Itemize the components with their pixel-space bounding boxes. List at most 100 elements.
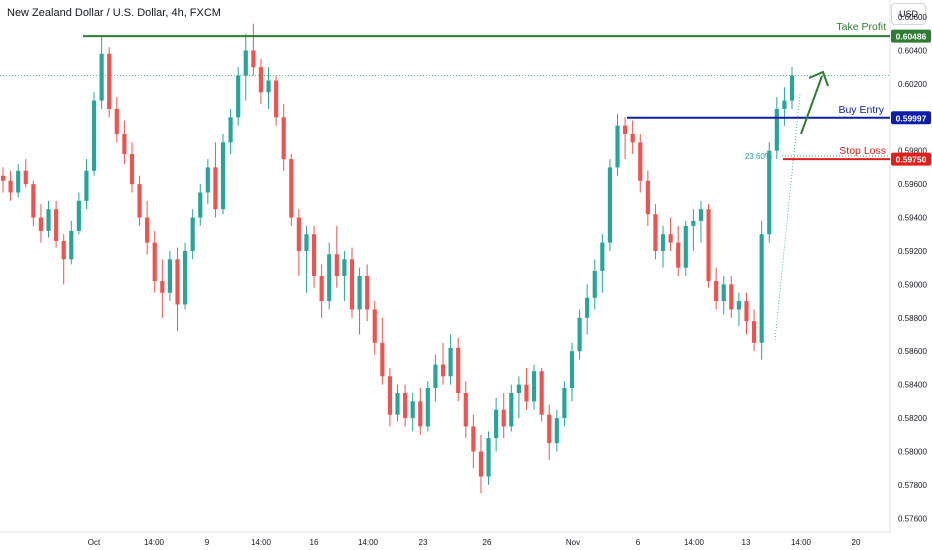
candle-body <box>759 234 764 343</box>
y-tick-label: 0.59200 <box>898 247 927 256</box>
buy-entry-price-text: 0.59997 <box>896 113 927 123</box>
candle-body <box>152 242 157 282</box>
x-tick-label: 9 <box>205 538 210 547</box>
candle-body <box>122 134 127 155</box>
candle-body <box>243 50 248 76</box>
candle-body <box>562 387 567 419</box>
y-tick-label: 0.57600 <box>898 514 927 523</box>
candle-body <box>220 142 226 210</box>
candle-body <box>653 214 658 251</box>
x-tick-label: 26 <box>483 538 492 547</box>
candle-body <box>319 276 324 302</box>
chart-title: New Zealand Dollar / U.S. Dollar, 4h, FX… <box>7 7 221 19</box>
stop-loss-label: Stop Loss <box>839 145 886 157</box>
take-profit-arrow <box>800 70 829 135</box>
candle-body <box>160 281 165 293</box>
y-tick-label: 0.60200 <box>898 80 927 89</box>
y-tick-label: 0.58200 <box>898 414 927 423</box>
candle-body <box>76 200 81 231</box>
y-tick-label: 0.60400 <box>898 46 927 55</box>
y-tick-label: 0.58600 <box>898 347 927 356</box>
y-tick-label: 0.58800 <box>898 314 927 323</box>
x-tick-label: Oct <box>88 538 101 547</box>
candle-body <box>425 387 430 427</box>
candle-body <box>456 347 461 393</box>
candle-body <box>54 209 59 241</box>
candle-body <box>645 180 650 215</box>
y-axis: 0.606000.604000.602000.600000.598000.596… <box>898 13 927 523</box>
candle-body <box>289 159 294 218</box>
candle-body <box>107 53 112 109</box>
trade-levels: Take Profit 0.60486 Buy Entry 0.59997 Stop L… <box>83 21 931 166</box>
candle-body <box>668 234 673 243</box>
take-profit-price-tag <box>891 29 931 43</box>
candle-body <box>547 414 552 444</box>
candle-body <box>395 392 400 415</box>
candle-body <box>736 301 741 310</box>
candle-body <box>349 259 355 310</box>
arrow-shaft <box>800 75 823 135</box>
candle-body <box>304 234 309 251</box>
candle-body <box>744 301 749 322</box>
candle-body <box>99 53 104 101</box>
x-tick-label: 23 <box>419 538 428 547</box>
candle-body <box>698 209 704 221</box>
candle-body <box>213 167 218 210</box>
candle-body <box>478 451 484 477</box>
candle-body <box>84 170 89 201</box>
currency-button[interactable]: USD <box>891 3 926 25</box>
candle-body <box>433 364 438 388</box>
x-tick-label: 14:00 <box>144 538 165 547</box>
candle-body <box>577 317 582 352</box>
x-tick-label: 20 <box>852 538 861 547</box>
candle-body <box>311 234 317 277</box>
x-tick-label: 16 <box>310 538 319 547</box>
candle-body <box>0 175 6 181</box>
x-tick-label: 14:00 <box>251 538 272 547</box>
candle-body <box>8 180 13 193</box>
candle-body <box>38 217 44 231</box>
candle-body <box>494 409 499 439</box>
candles <box>0 23 795 494</box>
y-tick-label: 0.59400 <box>898 214 927 223</box>
candle-body <box>198 192 203 218</box>
candle-body <box>334 254 339 277</box>
arrow-head <box>808 70 829 87</box>
candle-body <box>266 80 271 93</box>
candle-body <box>691 220 696 226</box>
y-tick-label: 0.59800 <box>898 147 927 156</box>
candle-body <box>554 418 559 444</box>
candle-body <box>342 259 347 277</box>
candle-body <box>327 254 332 302</box>
stop-loss-price-text: 0.59750 <box>896 155 927 165</box>
candle-body <box>281 117 286 160</box>
candle-body <box>531 371 537 402</box>
candle-body <box>585 297 590 318</box>
candle-body <box>615 125 620 168</box>
candle-body <box>630 134 635 143</box>
candle-body <box>145 217 150 243</box>
candle-body <box>683 225 688 268</box>
y-tick-label: 0.58400 <box>898 381 927 390</box>
candle-body <box>448 347 453 377</box>
candle-body <box>23 170 28 185</box>
candle-body <box>767 150 772 235</box>
candle-body <box>782 100 787 109</box>
candle-body <box>296 217 301 251</box>
candle-body <box>380 342 385 377</box>
candle-body <box>387 376 392 415</box>
candle-body <box>167 259 172 293</box>
candle-body <box>569 351 575 388</box>
y-tick-label: 0.57800 <box>898 481 927 490</box>
candle-body <box>714 281 719 302</box>
candle-body <box>638 142 643 181</box>
candle-body <box>660 234 666 251</box>
candle-body <box>205 167 210 193</box>
x-tick-label: 6 <box>636 538 641 547</box>
candle-body <box>137 184 142 218</box>
buy-entry-price-tag <box>891 111 931 125</box>
candle-body <box>365 276 370 310</box>
candle-body <box>539 371 544 415</box>
candle-body <box>789 75 795 101</box>
